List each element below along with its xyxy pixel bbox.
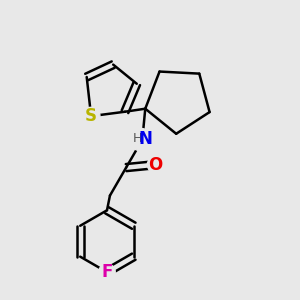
Circle shape [99,264,115,280]
Text: H: H [132,132,142,145]
Text: F: F [101,263,113,281]
Text: O: O [148,156,163,174]
Text: S: S [85,107,97,125]
Circle shape [130,128,152,151]
Circle shape [82,107,100,125]
Text: N: N [138,130,152,148]
Circle shape [147,156,164,173]
